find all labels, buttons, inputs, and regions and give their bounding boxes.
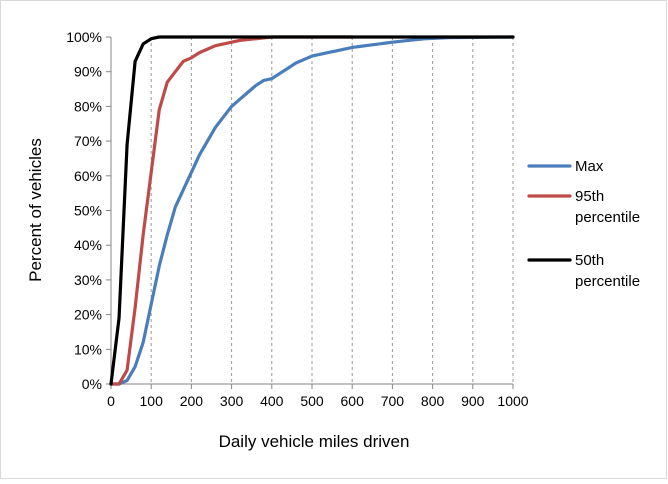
series-layer (109, 35, 515, 386)
y-tick-label: 10% (74, 341, 102, 357)
y-tick-label: 40% (74, 237, 102, 253)
legend: Max 95th percentile 50th percentile (527, 158, 640, 290)
x-tick-label: 200 (180, 393, 204, 409)
x-tick-label: 0 (107, 393, 115, 409)
series-line-max (109, 35, 515, 386)
series-line-95th-percentile (109, 35, 354, 386)
y-axis-title: Percent of vehicles (26, 138, 45, 282)
x-tick-label: 700 (381, 393, 405, 409)
y-tick-label: 90% (74, 64, 102, 80)
x-tick-label: 900 (461, 393, 485, 409)
x-tick-label: 500 (300, 393, 324, 409)
legend-label-95th-percentile: percentile (575, 209, 640, 226)
y-tick-label: 30% (74, 272, 102, 288)
series-line-50th-percentile (109, 35, 515, 386)
grid-layer (150, 37, 514, 384)
x-tick-label: 1000 (497, 393, 528, 409)
y-tick-label: 80% (74, 98, 102, 114)
y-tick-label: 50% (74, 203, 102, 219)
x-tick-label: 800 (421, 393, 445, 409)
legend-label-95th-percentile: 95th (575, 188, 604, 205)
x-tick-label: 600 (341, 393, 365, 409)
tick-label-layer: 0% 10% 20% 30% 40% 50% 60% 70% 80% 90% 100% 0 100 200… (66, 29, 529, 409)
y-tick-label: 60% (74, 168, 102, 184)
x-tick-label: 100 (140, 393, 164, 409)
y-tick-label: 70% (74, 133, 102, 149)
y-tick-label: 0% (82, 376, 102, 392)
legend-label-max: Max (575, 158, 604, 175)
x-tick-label: 400 (260, 393, 284, 409)
legend-label-50th-percentile: 50th (575, 252, 604, 269)
x-axis-title: Daily vehicle miles driven (219, 432, 410, 451)
legend-label-50th-percentile: percentile (575, 273, 640, 290)
y-tick-label: 100% (66, 29, 102, 45)
x-tick-label: 300 (220, 393, 244, 409)
axis-layer (106, 36, 514, 389)
y-tick-label: 20% (74, 307, 102, 323)
